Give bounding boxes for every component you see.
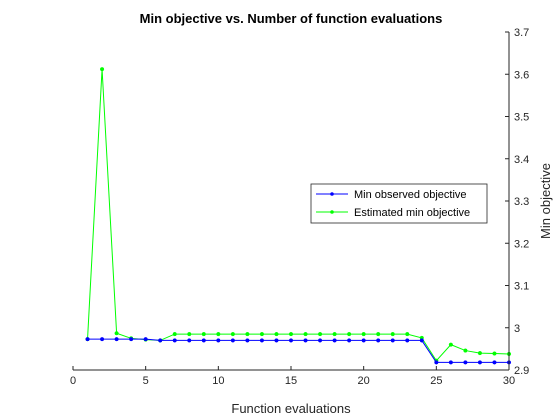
data-point-0 xyxy=(114,337,119,342)
y-axis-label: Min objective xyxy=(538,163,553,239)
data-point-0 xyxy=(390,338,395,343)
data-point-0 xyxy=(318,338,323,343)
data-point-0 xyxy=(492,360,497,365)
data-point-1 xyxy=(332,332,337,337)
y-tick-label: 3.5 xyxy=(514,112,529,124)
data-point-0 xyxy=(376,338,381,343)
x-tick-label: 0 xyxy=(70,375,76,387)
y-tick-label: 2.9 xyxy=(514,365,529,377)
data-point-0 xyxy=(85,337,90,342)
x-tick-label: 30 xyxy=(503,375,515,387)
data-point-1 xyxy=(347,332,352,337)
data-point-0 xyxy=(158,338,163,343)
data-point-1 xyxy=(361,332,366,337)
y-tick-label: 3.7 xyxy=(514,27,529,39)
y-tick-label: 3.2 xyxy=(514,238,529,250)
y-tick-label: 3 xyxy=(514,323,520,335)
data-point-1 xyxy=(201,332,206,337)
data-point-0 xyxy=(288,338,294,343)
data-point-0 xyxy=(274,338,279,343)
data-point-1 xyxy=(463,348,468,353)
y-tick-label: 3.4 xyxy=(514,154,529,166)
data-point-0 xyxy=(405,338,410,343)
legend-marker-0 xyxy=(330,192,334,196)
legend: Min observed objective Estimated min obje… xyxy=(310,183,488,224)
data-point-1 xyxy=(477,351,482,356)
data-point-1 xyxy=(376,332,381,337)
data-point-0 xyxy=(187,338,192,343)
data-point-1 xyxy=(405,332,410,337)
chart-marks xyxy=(85,67,512,365)
data-point-0 xyxy=(448,360,453,365)
y-tick-label: 3.6 xyxy=(514,69,529,81)
x-axis-label: Function evaluations xyxy=(231,401,351,416)
data-point-1 xyxy=(187,332,192,337)
data-point-0 xyxy=(245,338,250,343)
data-point-0 xyxy=(172,338,177,343)
data-point-0 xyxy=(259,338,264,343)
data-point-1 xyxy=(303,332,308,337)
data-point-1 xyxy=(230,332,235,337)
y-tick-label: 3.1 xyxy=(514,281,529,293)
data-point-0 xyxy=(347,338,352,343)
x-tick-label: 10 xyxy=(212,375,224,387)
data-point-1 xyxy=(448,342,453,347)
data-point-1 xyxy=(216,332,221,337)
data-point-0 xyxy=(303,338,308,343)
legend-marker-1 xyxy=(330,210,334,214)
y-tick-label: 3.3 xyxy=(514,196,529,208)
data-point-1 xyxy=(492,351,497,356)
legend-box xyxy=(310,183,488,224)
x-tick-label: 20 xyxy=(358,375,370,387)
data-point-1 xyxy=(100,67,105,72)
legend-label-1: Estimated min objective xyxy=(354,207,470,219)
data-point-1 xyxy=(172,332,177,337)
data-point-1 xyxy=(274,332,279,337)
data-point-0 xyxy=(332,338,337,343)
x-tick-label: 15 xyxy=(285,375,297,387)
data-point-0 xyxy=(434,360,439,365)
data-point-1 xyxy=(259,332,264,337)
data-point-1 xyxy=(245,332,250,337)
data-point-0 xyxy=(143,337,148,342)
data-point-0 xyxy=(201,338,206,343)
axis-ticks: 0 5 10 15 20 25 302.9 3 3.1 3.2 3.3 3.4 3.5 3.6 3.7 xyxy=(70,27,529,387)
data-point-0 xyxy=(361,338,366,343)
data-point-0 xyxy=(419,338,424,343)
x-tick-label: 5 xyxy=(143,375,149,387)
series-line-0 xyxy=(87,338,509,363)
data-point-0 xyxy=(129,337,134,342)
data-point-0 xyxy=(216,338,221,343)
data-point-1 xyxy=(114,331,119,336)
x-tick-label: 25 xyxy=(430,375,442,387)
data-point-0 xyxy=(100,337,105,342)
data-point-1 xyxy=(390,332,395,337)
data-point-1 xyxy=(288,332,294,337)
chart-title: Min objective vs. Number of function eva… xyxy=(140,11,443,26)
data-point-1 xyxy=(318,332,323,337)
legend-label-0: Min observed objective xyxy=(354,189,467,201)
data-point-0 xyxy=(463,360,468,365)
data-point-0 xyxy=(477,360,482,365)
data-point-0 xyxy=(230,338,235,343)
